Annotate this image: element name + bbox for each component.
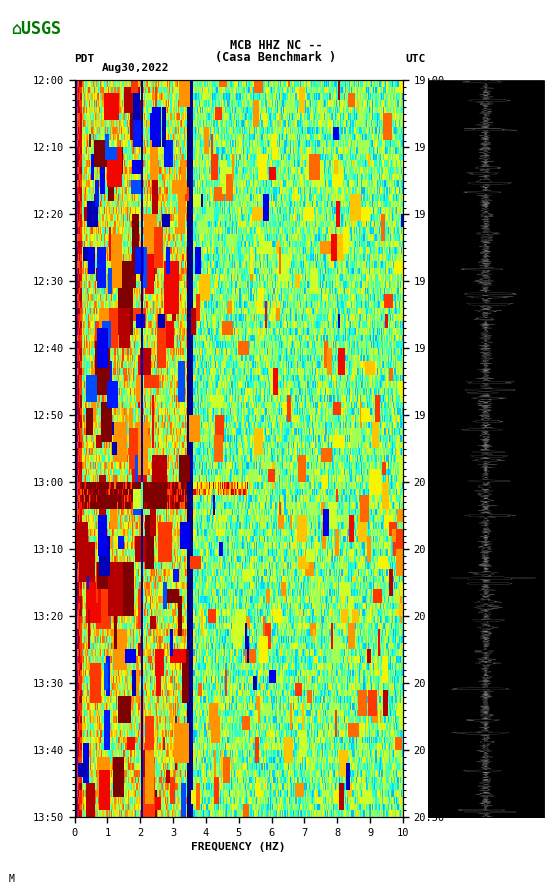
Text: UTC: UTC xyxy=(406,54,426,64)
Text: M: M xyxy=(8,874,14,884)
X-axis label: FREQUENCY (HZ): FREQUENCY (HZ) xyxy=(192,842,286,852)
Text: Aug30,2022: Aug30,2022 xyxy=(102,63,169,73)
Text: (Casa Benchmark ): (Casa Benchmark ) xyxy=(215,51,337,64)
Text: MCB HHZ NC --: MCB HHZ NC -- xyxy=(230,38,322,52)
Text: PDT: PDT xyxy=(75,54,95,64)
Text: ⌂USGS: ⌂USGS xyxy=(11,20,61,38)
